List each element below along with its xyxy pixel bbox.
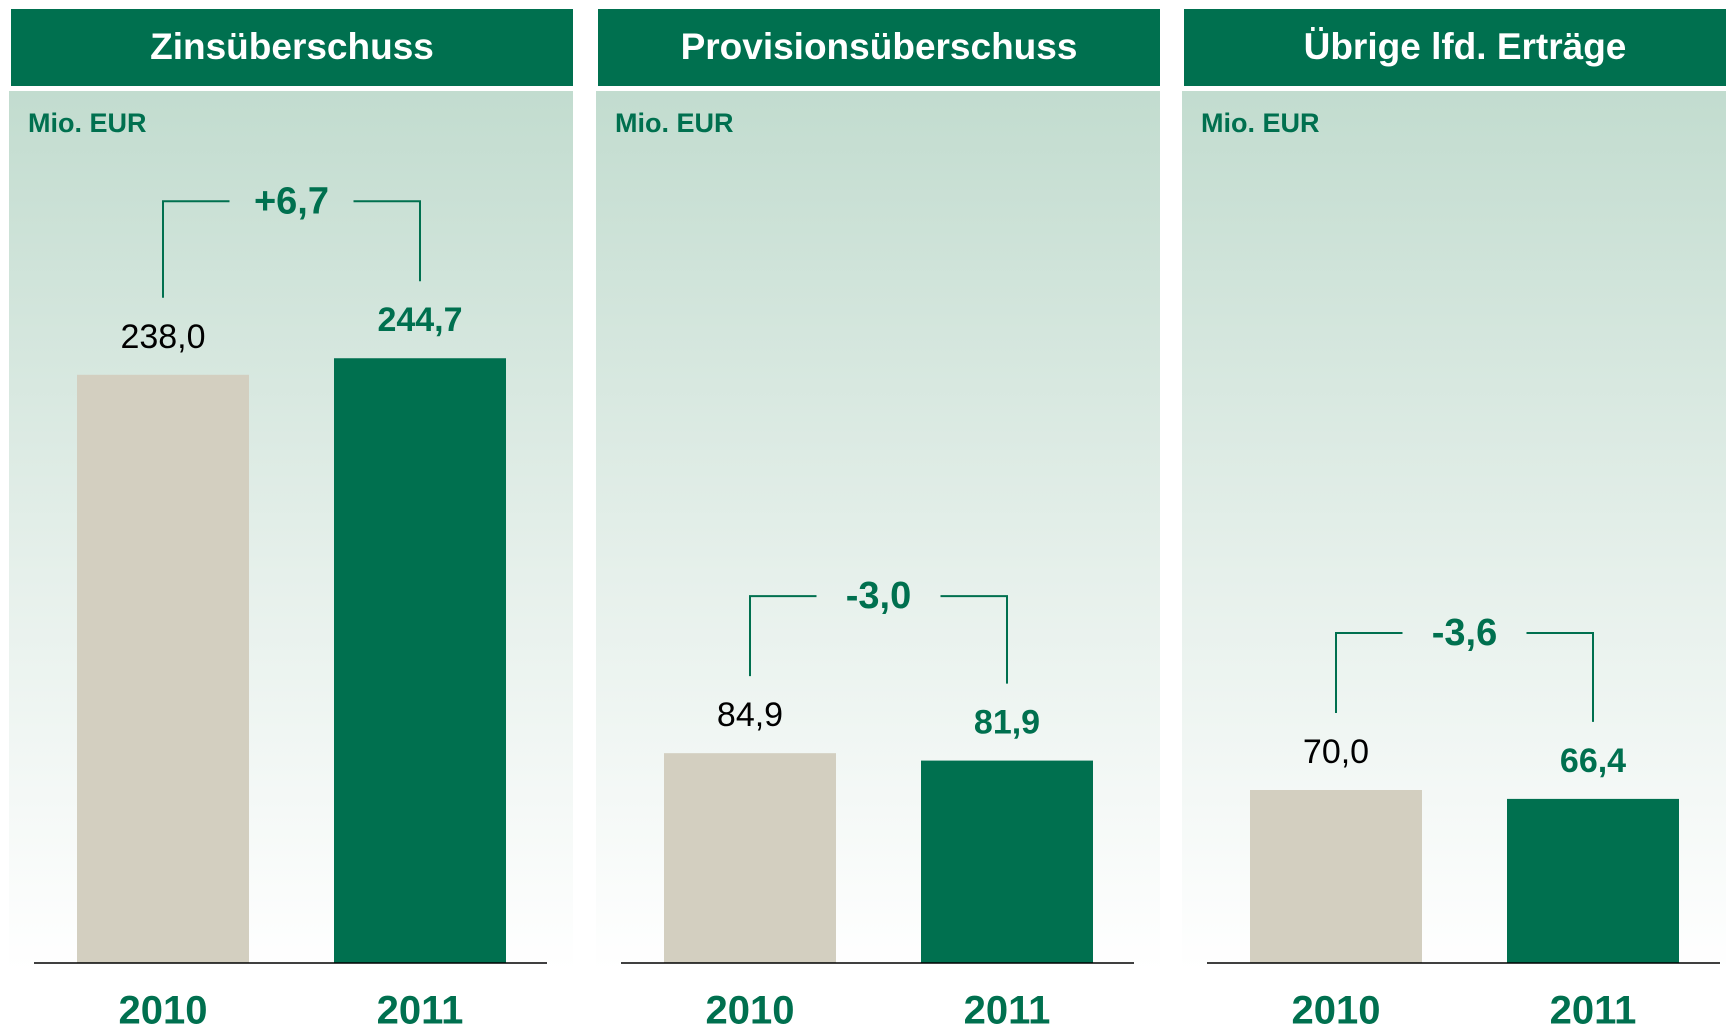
value-label: 70,0	[1303, 733, 1369, 771]
delta-label: +6,7	[254, 180, 329, 222]
unit-label: Mio. EUR	[615, 108, 734, 138]
value-label: 81,9	[974, 704, 1040, 742]
value-label: 244,7	[377, 301, 462, 339]
delta-bracket	[1335, 632, 1594, 722]
bar	[921, 760, 1093, 963]
panel-title: Zinsüberschuss	[150, 26, 434, 67]
panel: Zinsüberschuss Mio. EUR 238,0 2010 244,7 2011…	[9, 9, 573, 1031]
title-bar	[1184, 9, 1726, 86]
panel-title: Provisionsüberschuss	[681, 26, 1078, 67]
bar	[1250, 790, 1422, 963]
x-tick-label: 2010	[1292, 989, 1381, 1031]
value-label: 84,9	[717, 696, 783, 734]
delta-bracket	[162, 200, 421, 298]
delta-label: -3,0	[846, 575, 911, 617]
x-tick-label: 2011	[377, 989, 464, 1031]
x-tick-label: 2010	[706, 989, 795, 1031]
unit-label: Mio. EUR	[28, 108, 147, 138]
bar	[77, 374, 249, 963]
bar	[334, 358, 506, 963]
unit-label: Mio. EUR	[1201, 108, 1320, 138]
title-bar	[11, 9, 573, 86]
value-label: 66,4	[1560, 742, 1626, 780]
x-tick-label: 2011	[1550, 989, 1637, 1031]
title-bar	[598, 9, 1160, 86]
panel-title: Übrige lfd. Erträge	[1304, 26, 1627, 67]
value-label: 238,0	[120, 318, 205, 356]
panel: Provisionsüberschuss Mio. EUR 84,9 2010 81,9…	[596, 9, 1160, 1031]
delta-bracket	[749, 595, 1008, 684]
delta-label: -3,6	[1432, 612, 1497, 654]
x-tick-label: 2011	[964, 989, 1051, 1031]
x-tick-label: 2010	[119, 989, 208, 1031]
bar	[664, 753, 836, 963]
bar	[1507, 798, 1679, 963]
panel: Übrige lfd. Erträge Mio. EUR 70,0 2010 66,4 2…	[1182, 9, 1726, 1031]
